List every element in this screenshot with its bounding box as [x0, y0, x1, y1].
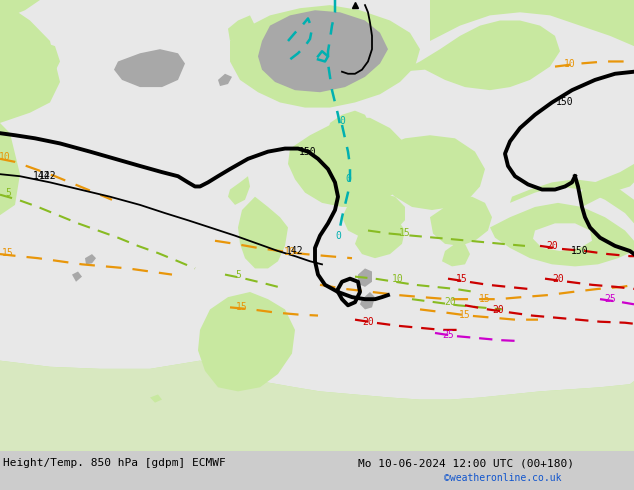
- Text: 20: 20: [546, 241, 558, 251]
- Polygon shape: [230, 5, 420, 108]
- Text: 15: 15: [456, 274, 468, 284]
- Polygon shape: [228, 15, 255, 41]
- Text: 0: 0: [345, 174, 351, 184]
- Text: 150: 150: [556, 98, 574, 107]
- Polygon shape: [0, 361, 634, 451]
- Text: 15: 15: [399, 227, 411, 238]
- Polygon shape: [400, 21, 560, 90]
- Polygon shape: [288, 118, 410, 207]
- Text: 10: 10: [284, 247, 296, 257]
- Polygon shape: [258, 10, 388, 92]
- Polygon shape: [228, 176, 250, 205]
- Text: 20: 20: [444, 297, 456, 307]
- Text: 15: 15: [479, 294, 491, 304]
- Polygon shape: [442, 244, 470, 267]
- Polygon shape: [218, 74, 232, 86]
- Polygon shape: [114, 49, 185, 87]
- Text: 10: 10: [564, 58, 576, 69]
- Polygon shape: [72, 271, 82, 282]
- Polygon shape: [0, 0, 634, 451]
- Polygon shape: [358, 269, 372, 287]
- Text: 15: 15: [236, 302, 248, 312]
- Polygon shape: [0, 123, 20, 215]
- Text: 150: 150: [571, 246, 589, 256]
- Text: 142: 142: [39, 171, 57, 181]
- Text: Mo 10-06-2024 12:00 UTC (00+180): Mo 10-06-2024 12:00 UTC (00+180): [358, 458, 574, 468]
- Text: 5: 5: [235, 270, 241, 280]
- Polygon shape: [355, 217, 405, 258]
- Text: Height/Temp. 850 hPa [gdpm] ECMWF: Height/Temp. 850 hPa [gdpm] ECMWF: [3, 458, 226, 468]
- Polygon shape: [533, 223, 592, 251]
- Polygon shape: [430, 0, 634, 46]
- Text: 150: 150: [299, 147, 317, 157]
- Polygon shape: [0, 0, 40, 21]
- Polygon shape: [490, 203, 634, 267]
- Text: 20: 20: [552, 274, 564, 284]
- Polygon shape: [0, 0, 60, 123]
- Polygon shape: [85, 254, 96, 264]
- Polygon shape: [198, 292, 295, 392]
- Text: 25: 25: [442, 330, 454, 340]
- Text: 0: 0: [339, 116, 345, 126]
- Text: 5: 5: [5, 188, 11, 197]
- Polygon shape: [208, 318, 245, 359]
- Text: 20: 20: [362, 317, 374, 327]
- Polygon shape: [342, 193, 405, 238]
- Polygon shape: [0, 41, 60, 92]
- Text: 0: 0: [335, 231, 341, 241]
- Text: 142: 142: [286, 246, 304, 256]
- Text: ©weatheronline.co.uk: ©weatheronline.co.uk: [444, 473, 561, 483]
- Polygon shape: [578, 164, 634, 207]
- Polygon shape: [355, 135, 485, 210]
- Text: 25: 25: [604, 294, 616, 304]
- Text: 15: 15: [459, 310, 471, 319]
- Polygon shape: [328, 111, 370, 142]
- Polygon shape: [150, 394, 162, 403]
- Text: 142: 142: [33, 171, 51, 181]
- Polygon shape: [510, 179, 634, 223]
- Polygon shape: [360, 292, 375, 309]
- Text: 15: 15: [2, 248, 14, 258]
- Text: 10: 10: [0, 152, 11, 162]
- Text: 20: 20: [492, 305, 504, 316]
- Polygon shape: [430, 196, 492, 246]
- Polygon shape: [0, 361, 634, 451]
- Polygon shape: [238, 196, 288, 269]
- Text: 10: 10: [392, 274, 404, 284]
